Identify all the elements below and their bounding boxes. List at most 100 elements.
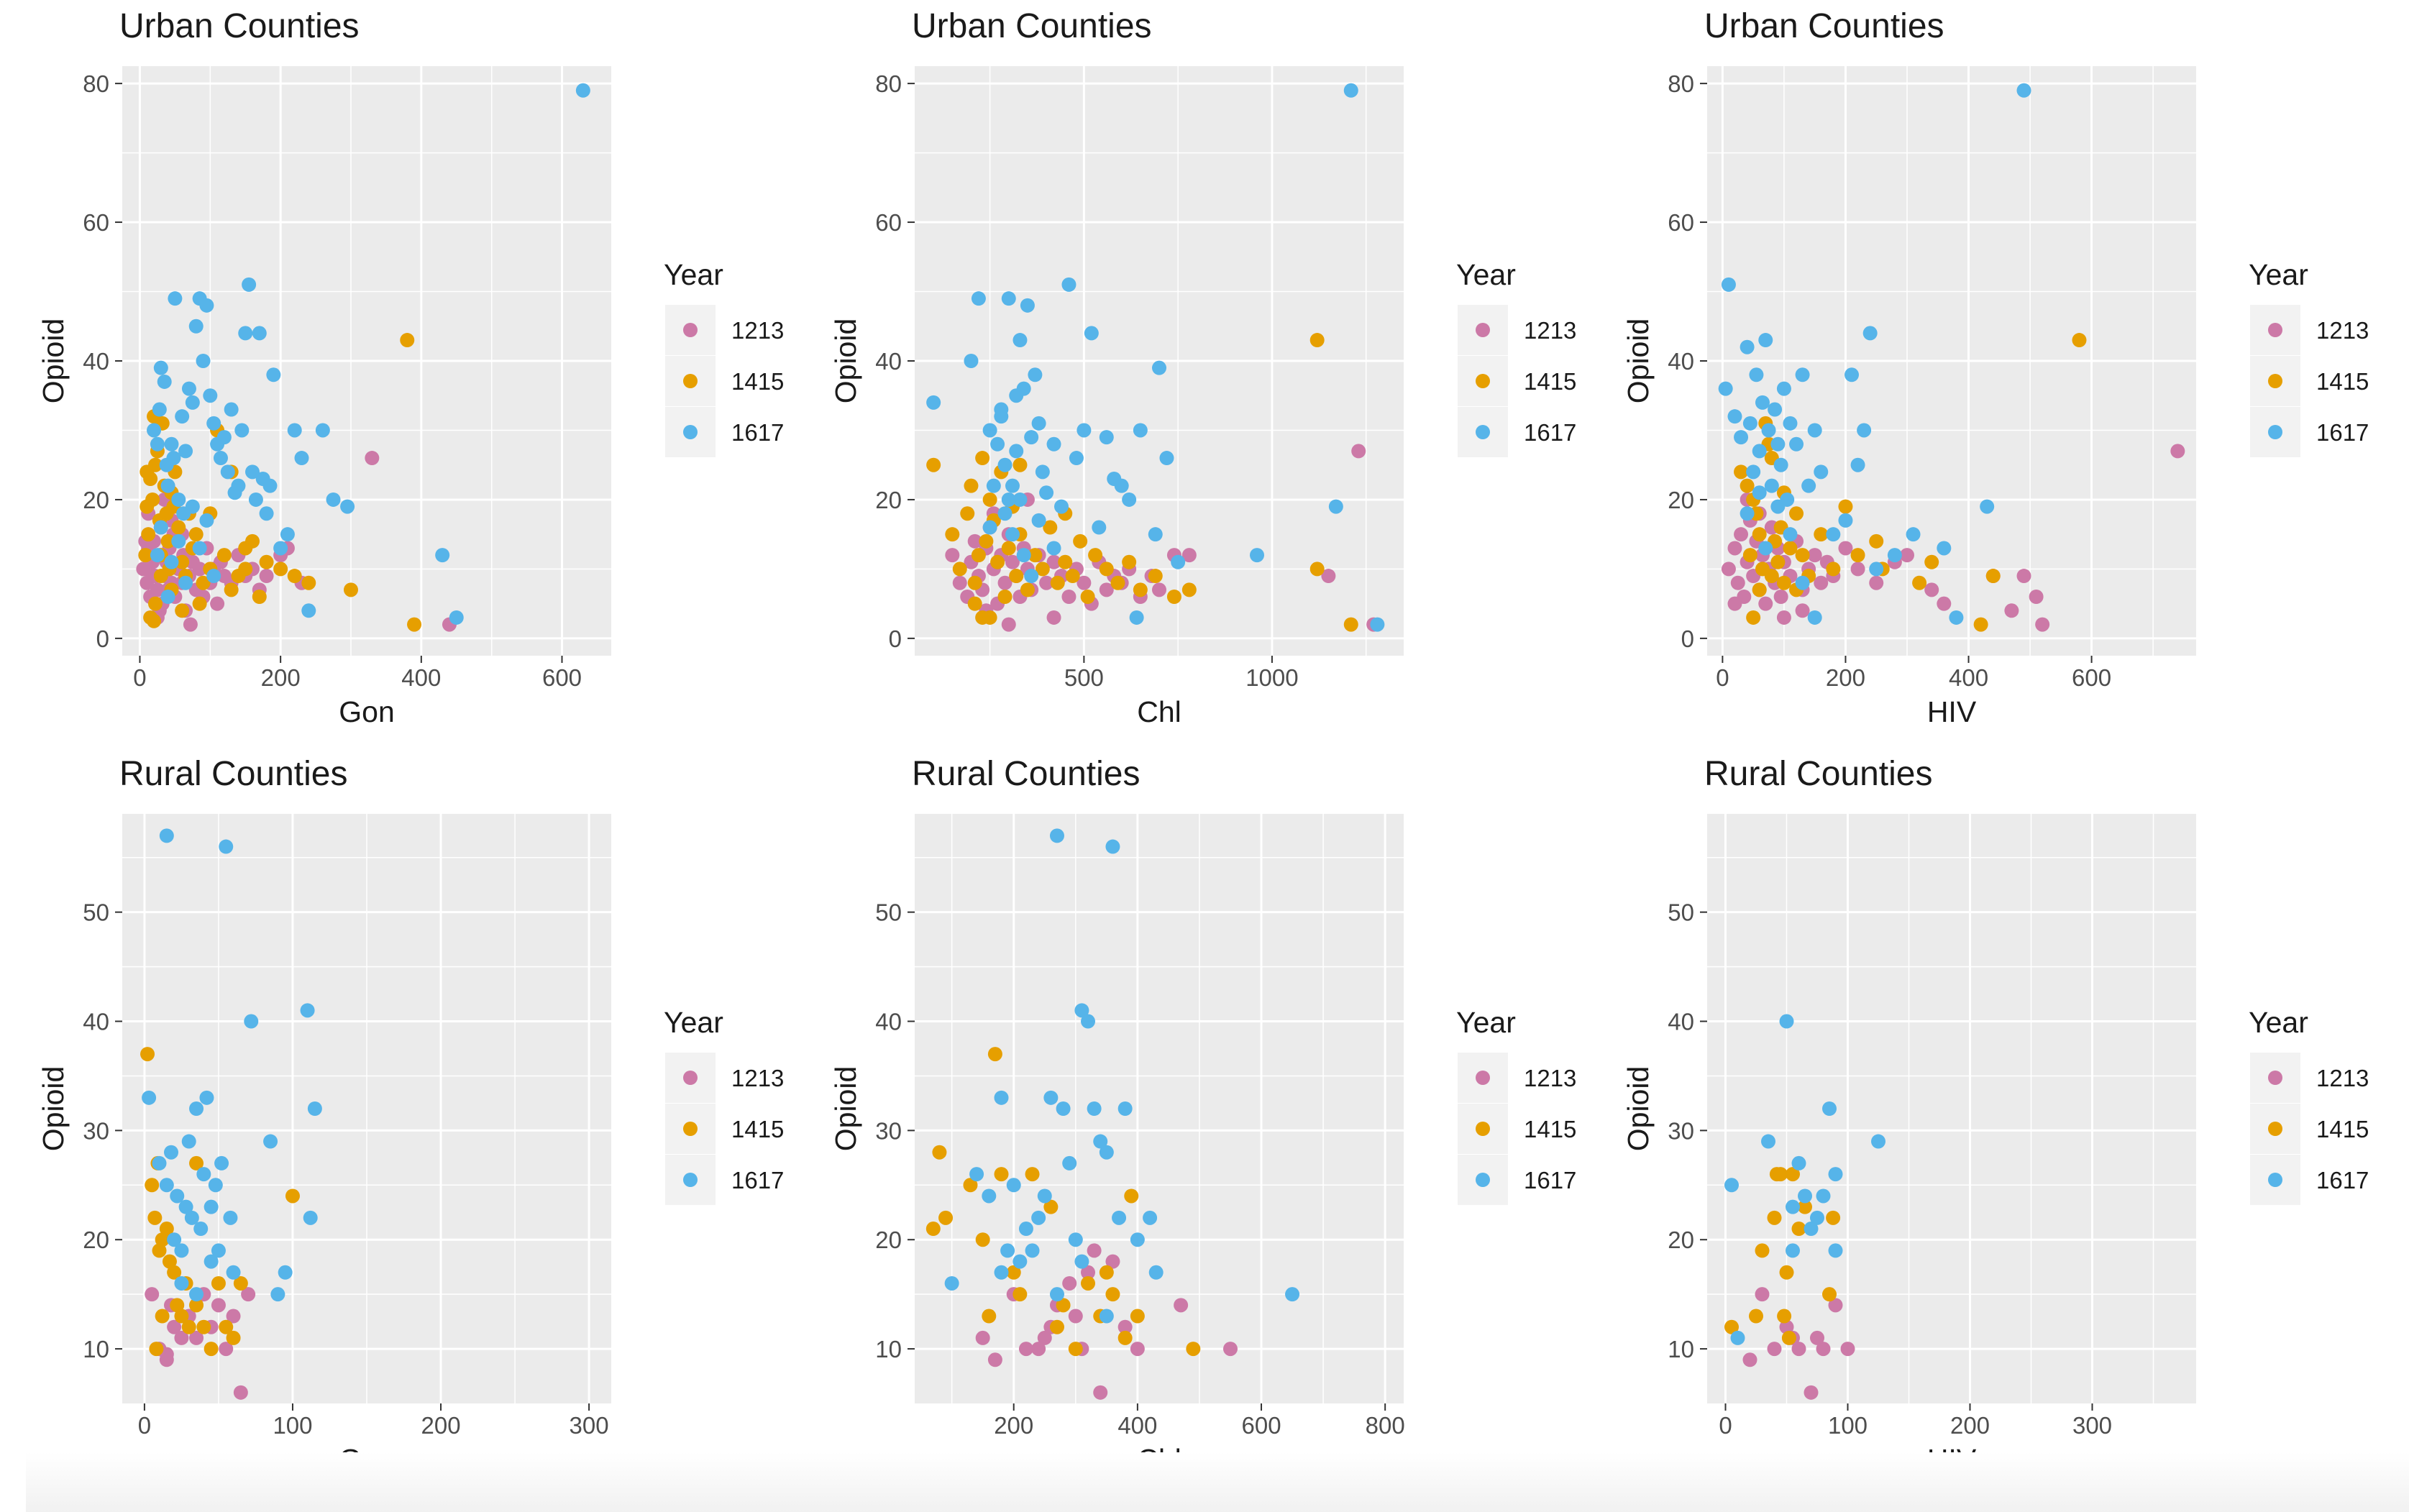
legend-title: Year — [1456, 1006, 1516, 1039]
y-tick-label: 40 — [83, 348, 109, 375]
data-point — [2072, 333, 2087, 348]
data-point — [1001, 291, 1016, 306]
data-point — [1074, 1003, 1089, 1018]
data-point — [1850, 562, 1865, 577]
data-point — [1068, 1342, 1083, 1357]
data-point — [982, 1188, 997, 1204]
data-point — [159, 1222, 174, 1237]
data-point — [1742, 1352, 1757, 1367]
data-point — [1773, 457, 1788, 472]
legend-key-1617 — [1476, 425, 1490, 439]
x-tick-label: 100 — [273, 1412, 312, 1439]
data-point — [944, 1275, 959, 1291]
data-point — [1845, 367, 1860, 382]
data-point — [971, 291, 986, 306]
data-point — [1124, 1188, 1139, 1204]
data-point — [181, 1134, 196, 1149]
data-point — [1152, 360, 1166, 375]
data-point — [189, 1155, 204, 1170]
data-point — [1099, 1145, 1114, 1160]
x-tick-label: 200 — [994, 1412, 1033, 1439]
data-point — [189, 1298, 204, 1313]
data-point — [1798, 1199, 1812, 1214]
data-point — [1093, 1134, 1108, 1149]
data-point — [1781, 1330, 1796, 1345]
data-point — [1789, 436, 1804, 452]
data-point — [153, 520, 168, 535]
y-axis-label: Opioid — [829, 1066, 862, 1152]
y-tick-label: 80 — [1668, 70, 1694, 97]
bottom-fade — [26, 1452, 2409, 1512]
y-tick-label: 60 — [875, 209, 902, 236]
data-point — [1816, 1342, 1831, 1357]
data-point — [1110, 575, 1125, 590]
data-point — [199, 513, 214, 528]
data-point — [1035, 464, 1050, 480]
legend-label: 1213 — [1524, 317, 1576, 344]
data-point — [975, 1232, 990, 1247]
y-tick-label: 30 — [83, 1117, 109, 1144]
data-point — [1742, 416, 1757, 431]
data-point — [1767, 1210, 1782, 1225]
series-1415 — [1734, 333, 2087, 632]
data-point — [168, 291, 183, 306]
data-point — [1786, 1167, 1800, 1182]
data-point — [167, 1319, 182, 1334]
data-point — [1005, 554, 1020, 569]
data-point — [1020, 582, 1035, 597]
data-point — [1740, 478, 1755, 493]
data-point — [167, 1232, 182, 1247]
data-point — [185, 395, 200, 410]
data-point — [1804, 1385, 1819, 1400]
data-point — [1807, 610, 1822, 625]
data-point — [1727, 409, 1742, 424]
data-point — [1122, 492, 1137, 507]
data-point — [1789, 506, 1804, 521]
data-point — [1061, 590, 1076, 604]
data-point — [1076, 423, 1092, 438]
data-point — [1742, 548, 1757, 563]
data-point — [1031, 1342, 1046, 1357]
data-point — [220, 464, 235, 480]
data-point — [1005, 527, 1020, 542]
data-point — [1068, 1309, 1083, 1324]
data-point — [188, 319, 204, 334]
data-point — [1028, 367, 1043, 382]
data-point — [926, 457, 941, 472]
data-point — [1810, 1210, 1824, 1225]
data-point — [1006, 1178, 1021, 1193]
data-point — [994, 1167, 1009, 1182]
data-point — [1073, 533, 1088, 549]
x-tick-label: 0 — [133, 664, 146, 691]
data-point — [1814, 575, 1829, 590]
data-point — [952, 562, 967, 577]
data-point — [159, 828, 174, 843]
data-point — [1054, 499, 1069, 514]
y-tick-label: 50 — [1668, 899, 1694, 926]
legend: Year 1213 1415 1617 — [664, 258, 784, 457]
data-point — [155, 1232, 170, 1247]
x-tick-label: 200 — [1950, 1412, 1990, 1439]
y-tick-label: 30 — [1668, 1117, 1694, 1144]
data-point — [211, 1298, 226, 1313]
data-point — [178, 1199, 193, 1214]
data-point — [178, 444, 193, 459]
data-point — [1000, 1243, 1015, 1258]
data-point — [170, 1188, 185, 1204]
data-point — [1105, 839, 1120, 854]
data-point — [1130, 1309, 1145, 1324]
chart-title: Rural Counties — [119, 755, 347, 793]
legend: Year 1213 1415 1617 — [2249, 1006, 2369, 1205]
data-point — [1114, 478, 1129, 493]
data-point — [1761, 1134, 1775, 1149]
data-point — [1752, 444, 1767, 459]
y-axis-label: Opioid — [37, 1066, 70, 1152]
data-point — [1174, 1298, 1189, 1313]
data-point — [150, 582, 165, 597]
data-point — [183, 617, 198, 632]
legend-key-1617 — [683, 1173, 698, 1187]
legend-key-1213 — [2268, 323, 2282, 337]
legend-label: 1617 — [1524, 419, 1576, 446]
data-point — [1012, 457, 1028, 472]
legend-label: 1213 — [2316, 317, 2369, 344]
